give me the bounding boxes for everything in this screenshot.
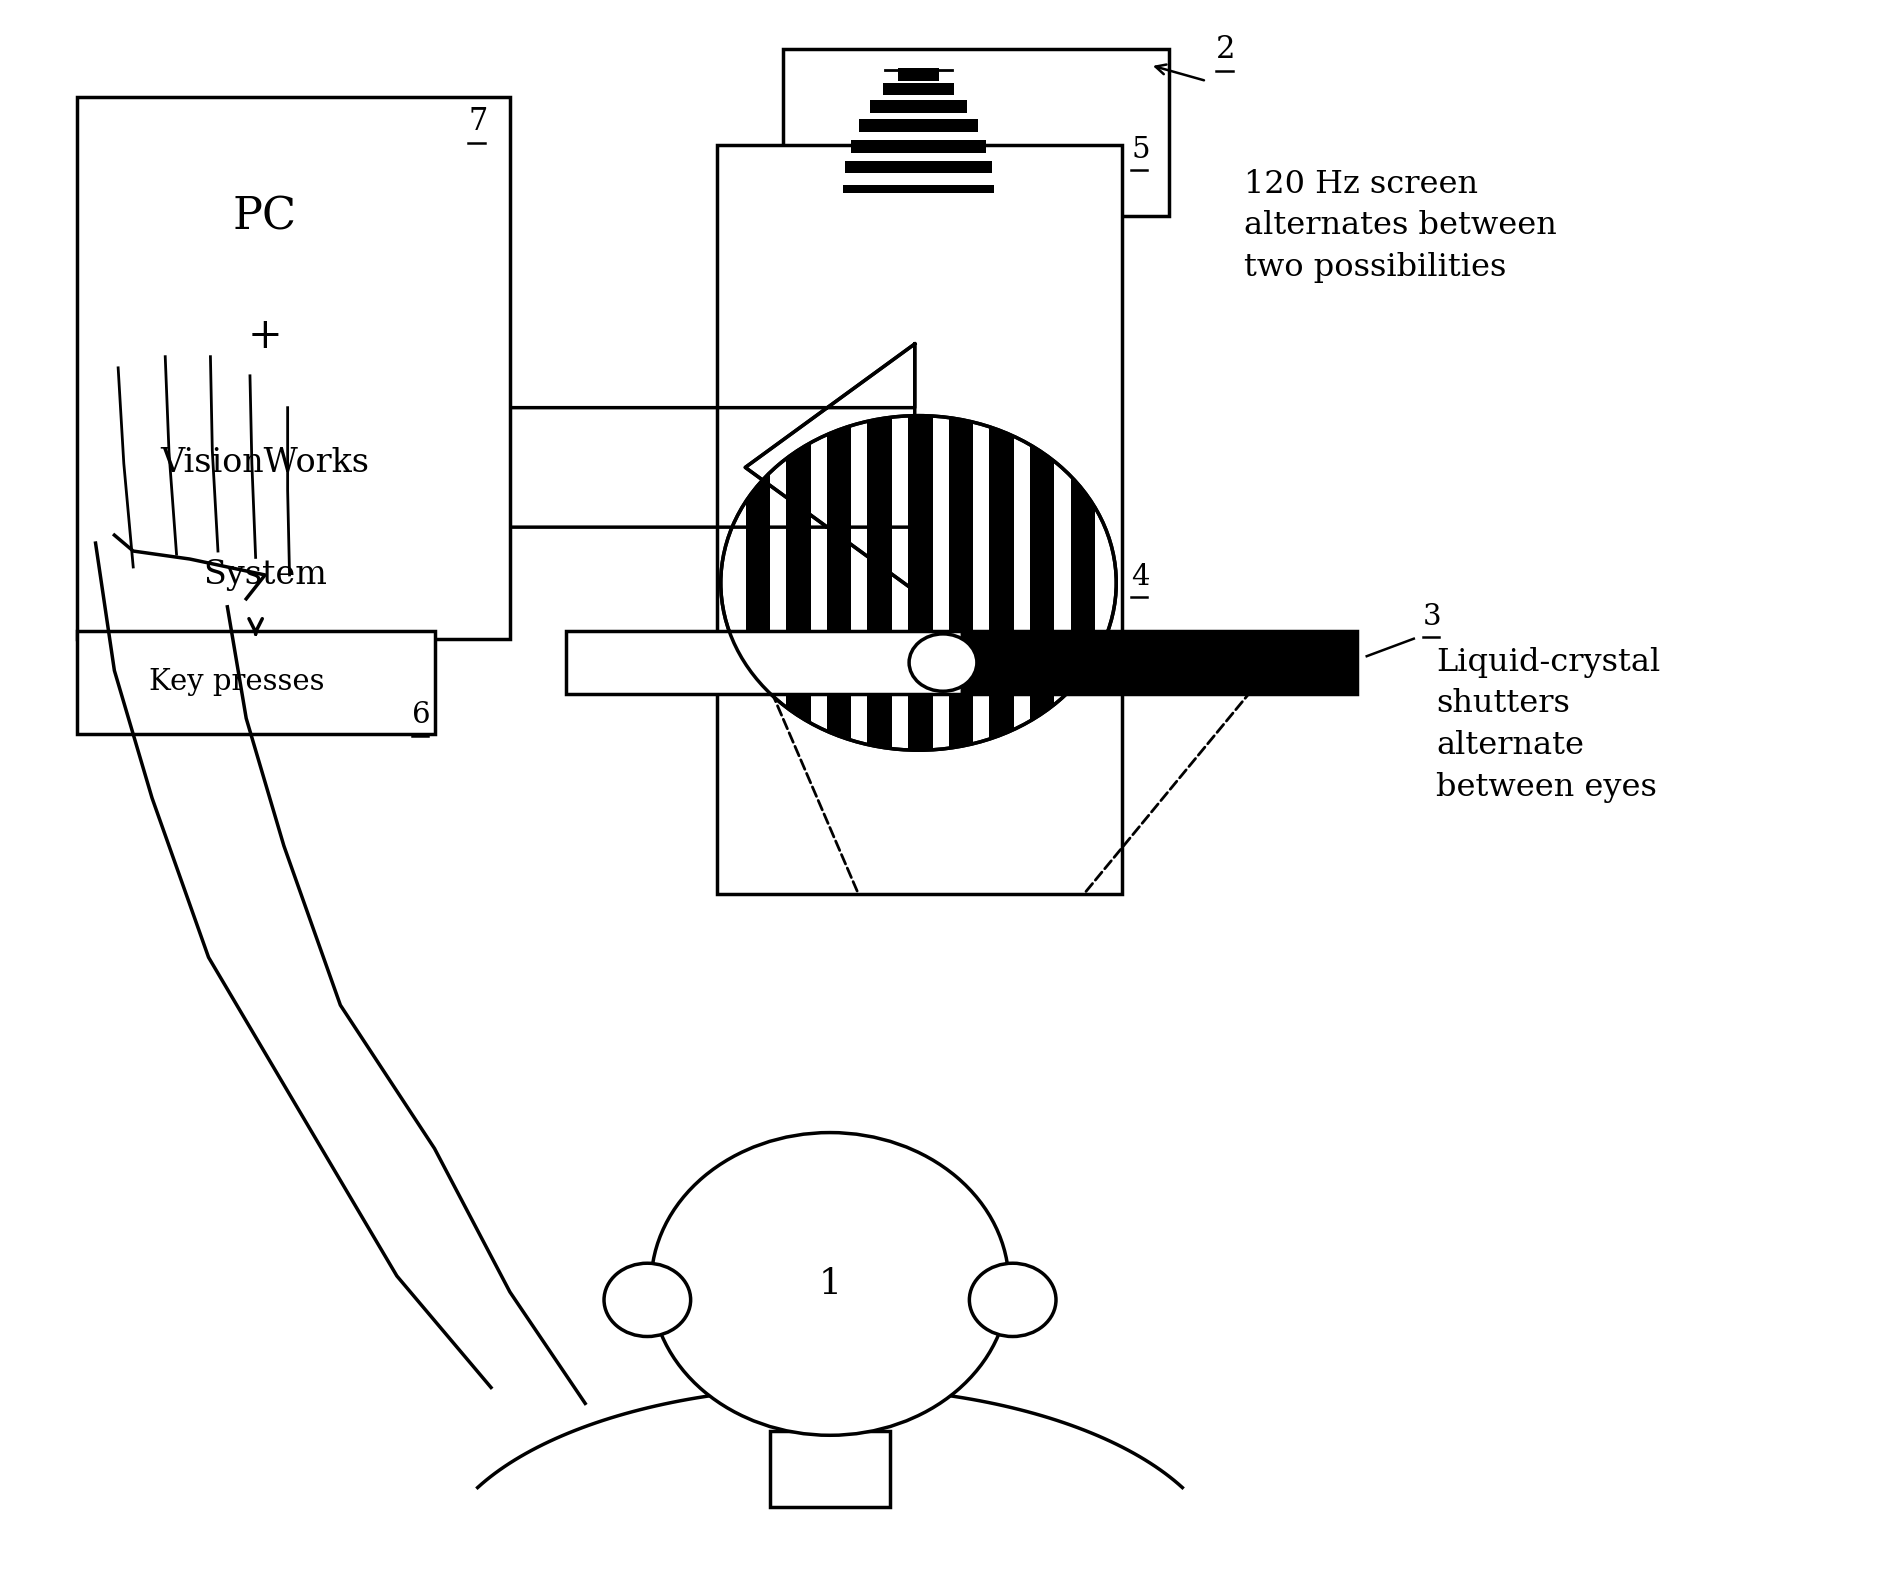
Bar [949,415,973,750]
Bar [566,630,962,694]
Bar [77,97,509,638]
Bar [883,83,954,96]
Text: 3: 3 [1424,603,1441,630]
Bar [783,49,1169,217]
Bar [898,69,939,81]
Bar [786,415,811,750]
Bar [990,415,1015,750]
Text: 120 Hz screen
alternates between
two possibilities: 120 Hz screen alternates between two pos… [1245,169,1558,282]
Text: Key presses: Key presses [149,669,324,696]
Text: 4: 4 [1132,563,1150,591]
Text: +: + [247,314,283,358]
Bar [745,415,769,750]
Circle shape [720,415,1117,750]
Bar [1071,415,1096,750]
Polygon shape [745,343,915,591]
Text: 6: 6 [411,702,430,729]
Bar [962,630,1358,694]
Bar [717,145,1122,894]
Text: 5: 5 [1132,136,1150,164]
Bar [909,415,932,750]
Bar [769,1430,890,1507]
Bar [77,630,434,734]
Bar [860,120,977,132]
Bar [851,140,986,153]
Bar [843,185,994,193]
Circle shape [604,1262,690,1336]
Bar [845,161,992,174]
Text: System: System [204,559,326,591]
Text: PC: PC [234,195,298,238]
Bar [869,101,968,113]
Bar [868,415,892,750]
Text: 7: 7 [468,105,488,137]
Circle shape [651,1133,1009,1435]
Text: VisionWorks: VisionWorks [160,447,370,479]
Circle shape [909,634,977,691]
Bar [826,415,851,750]
Bar [1030,415,1054,750]
Text: 2: 2 [1216,34,1235,65]
Text: Liquid-crystal
shutters
alternate
between eyes: Liquid-crystal shutters alternate betwee… [1437,646,1662,803]
Circle shape [969,1262,1056,1336]
Text: 1: 1 [819,1267,841,1301]
